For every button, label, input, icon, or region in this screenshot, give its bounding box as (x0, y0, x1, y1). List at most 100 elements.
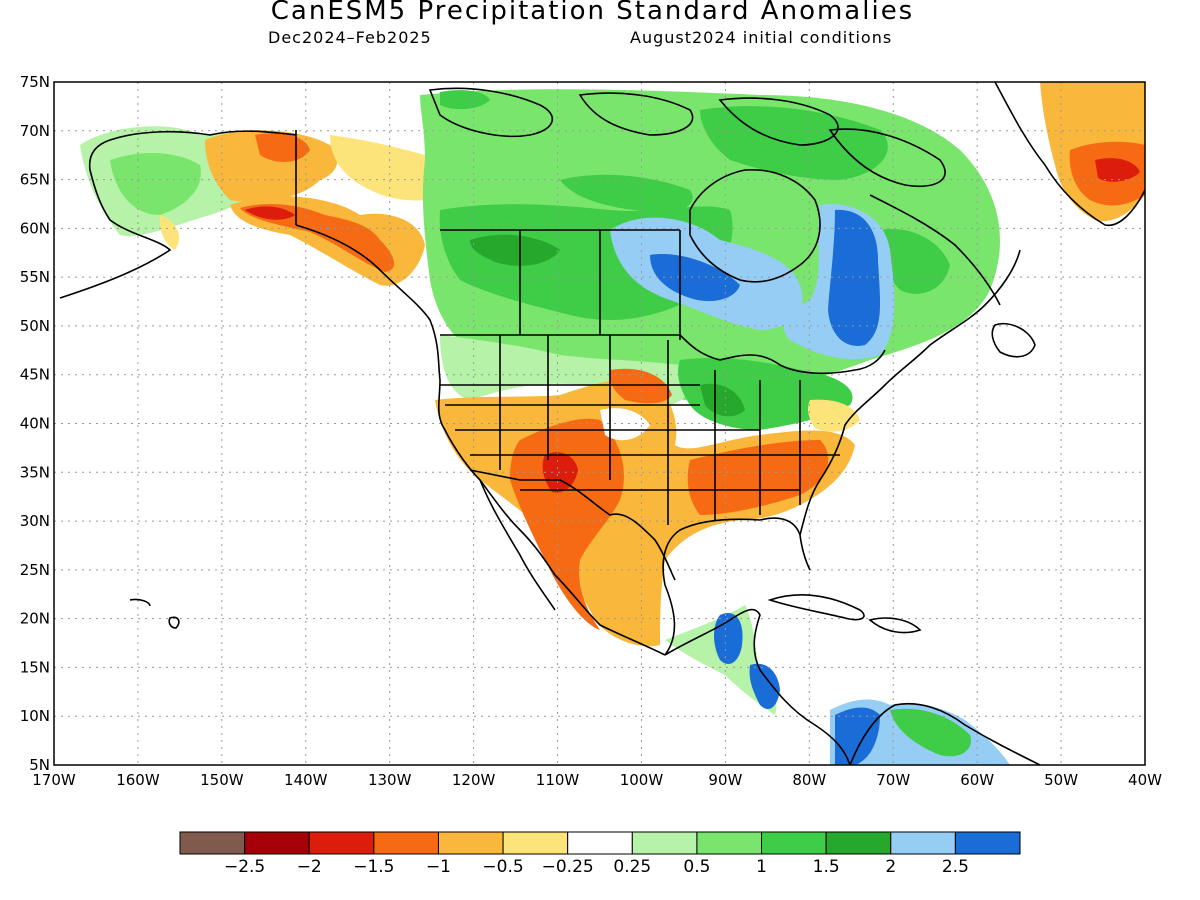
coastline (869, 194, 1001, 306)
forecast-period: Dec2024–Feb2025 (268, 28, 432, 47)
coastline (479, 479, 556, 611)
anomaly-patch (560, 174, 693, 213)
border (440, 384, 840, 491)
latitude-tick-label: 25N (20, 561, 50, 579)
coastline (828, 128, 946, 187)
coastline (994, 82, 1145, 226)
longitude-tick-label: 150W (200, 771, 244, 789)
longitude-tick-label: 70W (876, 771, 910, 789)
border (440, 334, 886, 375)
coastline (718, 97, 839, 146)
legend-label: 1 (756, 857, 767, 877)
coastline (59, 130, 297, 299)
coastlines (59, 82, 1145, 765)
coastline (991, 323, 1036, 358)
coastline (868, 617, 922, 634)
coastline (689, 169, 821, 283)
coastline (664, 608, 851, 765)
legend-label: −1 (426, 857, 451, 877)
longitude-axis: 170W 160W 150W 140W 130W 120W 110W 100W 90W 80W 70… (32, 771, 1162, 789)
anomaly-patch (542, 452, 578, 493)
latitude-tick-label: 45N (20, 366, 50, 384)
latitude-tick-label: 15N (20, 658, 50, 676)
coastline (767, 594, 865, 621)
longitude-tick-label: 100W (620, 771, 664, 789)
latitude-tick-label: 75N (20, 73, 50, 91)
longitude-tick-label: 90W (708, 771, 742, 789)
anomaly-patch (880, 229, 950, 294)
legend-swatch (761, 831, 827, 855)
legend-label: 2.5 (942, 857, 969, 877)
plot-frame (53, 81, 1146, 766)
border (440, 229, 681, 340)
longitude-tick-label: 160W (116, 771, 160, 789)
anomaly-patch (749, 663, 780, 710)
longitude-tick-label: 110W (536, 771, 580, 789)
latitude-tick-label: 35N (20, 463, 50, 481)
anomaly-patch (245, 206, 295, 220)
anomaly-patch (650, 254, 740, 302)
latitude-tick-label: 55N (20, 268, 50, 286)
color-legend: −2.5 −2 −1.5 −1 −0.5 −0.25 0.25 0.5 1 1.5 2 2.5 (179, 831, 1021, 877)
anomaly-patch (835, 707, 880, 765)
coastline (428, 87, 554, 138)
anomaly-patch (510, 418, 624, 630)
longitude-tick-label: 60W (960, 771, 994, 789)
map-title: CanESM5 Precipitation Standard Anomalies (270, 0, 915, 26)
latitude-tick-label: 60N (20, 219, 50, 237)
legend-swatch (825, 831, 892, 855)
anomaly-patch (700, 383, 745, 417)
legend-swatch (890, 831, 956, 855)
anomaly-patch (470, 234, 560, 266)
latitude-tick-label: 70N (20, 122, 50, 140)
legend-swatch (308, 831, 375, 855)
latitude-tick-label: 10N (20, 707, 50, 725)
coastline (129, 598, 151, 607)
longitude-tick-label: 140W (284, 771, 328, 789)
grid-lines (54, 82, 1145, 765)
latitude-tick-label: 20N (20, 610, 50, 628)
coastline (168, 616, 180, 629)
coastline (849, 702, 1041, 765)
legend-label: 0.25 (613, 857, 651, 877)
anomaly-patch (687, 440, 829, 515)
anomaly-patch (609, 368, 672, 404)
legend-swatch (502, 831, 569, 855)
anomaly-patch (600, 408, 650, 441)
anomaly-patch (440, 90, 490, 110)
longitude-tick-label: 130W (368, 771, 412, 789)
latitude-tick-label: 30N (20, 512, 50, 530)
legend-swatch (567, 831, 633, 855)
latitude-tick-label: 40N (20, 415, 50, 433)
coastline (578, 92, 694, 136)
legend-swatch (244, 831, 310, 855)
anomaly-patch (110, 153, 201, 215)
anomaly-patch (159, 215, 180, 250)
legend-label: −2 (297, 857, 322, 877)
longitude-tick-label: 50W (1044, 771, 1078, 789)
legend-swatch (954, 831, 1021, 855)
legend-label: −1.5 (353, 857, 394, 877)
legend-label: 2 (885, 857, 896, 877)
legend-label: −0.5 (482, 857, 523, 877)
longitude-tick-label: 80W (792, 771, 826, 789)
legend-swatch (696, 831, 763, 855)
coastline (662, 517, 811, 656)
legend-swatch (373, 831, 439, 855)
latitude-tick-label: 65N (20, 171, 50, 189)
coastline (799, 249, 1021, 536)
latitude-tick-label: 50N (20, 317, 50, 335)
longitude-tick-label: 120W (452, 771, 496, 789)
longitude-tick-label: 170W (32, 771, 76, 789)
anomaly-patch (828, 209, 881, 346)
legend-label: 1.5 (813, 857, 840, 877)
latitude-tick-label: 5N (29, 756, 50, 774)
anomaly-patch (240, 204, 395, 272)
legend-swatch (631, 831, 698, 855)
anomaly-patch (890, 708, 971, 757)
legend-swatch (437, 831, 504, 855)
legend-label: −2.5 (224, 857, 265, 877)
anomaly-patch (1095, 158, 1140, 182)
legend-swatch (179, 831, 246, 855)
